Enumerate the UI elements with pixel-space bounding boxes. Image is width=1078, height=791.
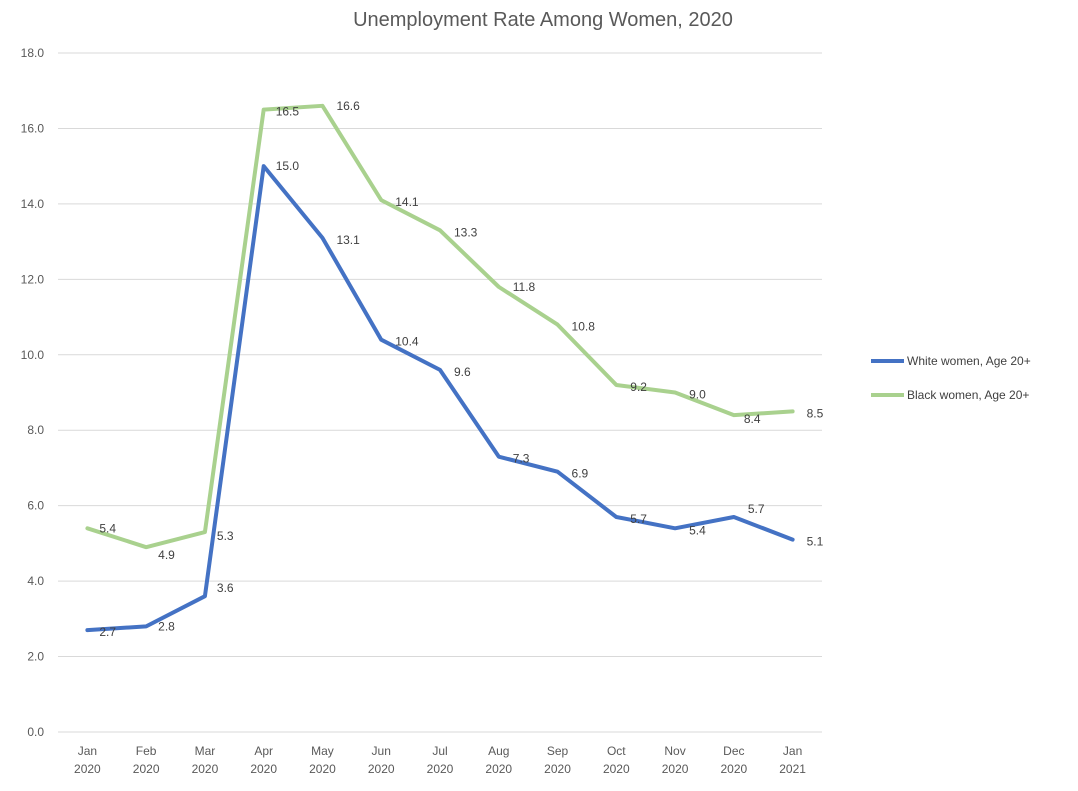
data-label: 9.6 bbox=[454, 365, 471, 379]
x-tick-label: 2020 bbox=[427, 762, 454, 776]
data-label: 13.3 bbox=[454, 225, 478, 239]
data-label: 5.7 bbox=[630, 512, 647, 526]
data-label: 7.3 bbox=[513, 452, 530, 466]
data-label: 13.1 bbox=[336, 233, 360, 247]
data-label: 3.6 bbox=[217, 581, 234, 595]
data-label: 15.0 bbox=[276, 159, 300, 173]
y-tick-label: 2.0 bbox=[27, 650, 44, 664]
x-tick-label: 2020 bbox=[250, 762, 277, 776]
x-tick-label: Dec bbox=[723, 744, 744, 758]
x-tick-label: Jan bbox=[78, 744, 97, 758]
chart-title: Unemployment Rate Among Women, 2020 bbox=[353, 9, 733, 31]
data-label: 16.5 bbox=[276, 105, 300, 119]
y-tick-label: 18.0 bbox=[21, 46, 45, 60]
data-label: 5.3 bbox=[217, 529, 234, 543]
data-label: 5.4 bbox=[689, 523, 706, 537]
data-label: 14.1 bbox=[395, 195, 419, 209]
x-tick-label: Jul bbox=[432, 744, 447, 758]
y-tick-label: 16.0 bbox=[21, 121, 45, 135]
data-label: 4.9 bbox=[158, 548, 175, 562]
y-tick-label: 14.0 bbox=[21, 197, 45, 211]
data-label: 6.9 bbox=[572, 467, 589, 481]
data-label: 9.0 bbox=[689, 388, 706, 402]
y-tick-label: 6.0 bbox=[27, 499, 44, 513]
data-label: 5.4 bbox=[99, 521, 116, 535]
series-lines bbox=[85, 103, 795, 633]
x-tick-label: 2020 bbox=[368, 762, 395, 776]
series-line bbox=[85, 164, 795, 633]
y-tick-label: 12.0 bbox=[21, 272, 45, 286]
x-tick-label: May bbox=[311, 744, 334, 758]
x-tick-label: Sep bbox=[547, 744, 569, 758]
data-label: 2.8 bbox=[158, 619, 175, 633]
legend: White women, Age 20+ Black women, Age 20+ bbox=[871, 354, 1031, 402]
x-axis: Jan 2020 Feb 2020 Mar 2020 Apr 2020 May 2020 Jun 20… bbox=[74, 744, 806, 776]
y-axis: 0.0 2.0 4.0 6.0 8.0 10.0 12.0 14.0 16.0 18.0 bbox=[21, 46, 45, 739]
series-line bbox=[85, 103, 795, 550]
data-label: 5.1 bbox=[807, 535, 824, 549]
x-tick-label: 2020 bbox=[309, 762, 336, 776]
data-label: 8.5 bbox=[807, 406, 824, 420]
data-label: 10.4 bbox=[395, 335, 419, 349]
x-tick-label: Jan bbox=[783, 744, 802, 758]
x-tick-label: Jun bbox=[372, 744, 391, 758]
legend-label: Black women, Age 20+ bbox=[907, 388, 1029, 402]
x-tick-label: Nov bbox=[664, 744, 685, 758]
x-tick-label: 2020 bbox=[603, 762, 630, 776]
y-tick-label: 0.0 bbox=[27, 725, 44, 739]
data-labels: 2.7 2.8 3.6 15.0 13.1 10.4 9.6 7.3 6.9 5.7 5.4 5.7 5… bbox=[99, 99, 823, 639]
gridlines bbox=[58, 52, 822, 733]
x-tick-label: 2021 bbox=[779, 762, 806, 776]
x-tick-label: 2020 bbox=[662, 762, 689, 776]
x-tick-label: Aug bbox=[488, 744, 509, 758]
x-tick-label: Apr bbox=[254, 744, 273, 758]
y-tick-label: 10.0 bbox=[21, 348, 45, 362]
x-tick-label: 2020 bbox=[192, 762, 219, 776]
data-label: 11.8 bbox=[513, 280, 536, 294]
y-tick-label: 4.0 bbox=[27, 574, 44, 588]
x-tick-label: 2020 bbox=[133, 762, 160, 776]
data-label: 5.7 bbox=[748, 502, 765, 516]
x-tick-label: 2020 bbox=[485, 762, 512, 776]
x-tick-label: 2020 bbox=[74, 762, 101, 776]
data-label: 8.4 bbox=[744, 412, 761, 426]
legend-label: White women, Age 20+ bbox=[907, 354, 1031, 368]
y-tick-label: 8.0 bbox=[27, 423, 44, 437]
data-label: 9.2 bbox=[630, 380, 647, 394]
data-label: 2.7 bbox=[99, 625, 116, 639]
x-tick-label: Mar bbox=[195, 744, 216, 758]
x-tick-label: Feb bbox=[136, 744, 157, 758]
x-tick-label: 2020 bbox=[544, 762, 571, 776]
x-tick-label: Oct bbox=[607, 744, 626, 758]
data-label: 10.8 bbox=[572, 320, 596, 334]
data-label: 16.6 bbox=[336, 99, 360, 113]
x-tick-label: 2020 bbox=[720, 762, 747, 776]
